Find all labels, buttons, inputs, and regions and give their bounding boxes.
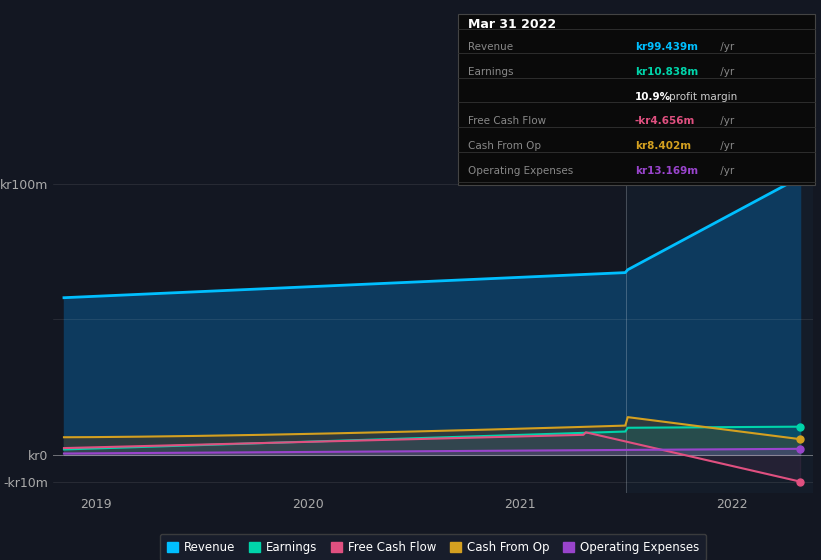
- Text: kr99.439m: kr99.439m: [635, 43, 698, 53]
- Text: /yr: /yr: [717, 166, 734, 176]
- Text: /yr: /yr: [717, 116, 734, 127]
- Text: /yr: /yr: [717, 67, 734, 77]
- Text: Mar 31 2022: Mar 31 2022: [468, 18, 556, 31]
- Text: Cash From Op: Cash From Op: [468, 141, 541, 151]
- Text: kr10.838m: kr10.838m: [635, 67, 698, 77]
- Text: Free Cash Flow: Free Cash Flow: [468, 116, 546, 127]
- Text: kr8.402m: kr8.402m: [635, 141, 690, 151]
- Legend: Revenue, Earnings, Free Cash Flow, Cash From Op, Operating Expenses: Revenue, Earnings, Free Cash Flow, Cash …: [160, 534, 706, 560]
- Text: Operating Expenses: Operating Expenses: [468, 166, 573, 176]
- Text: /yr: /yr: [717, 43, 734, 53]
- Text: profit margin: profit margin: [669, 92, 737, 102]
- Text: Earnings: Earnings: [468, 67, 513, 77]
- Text: Revenue: Revenue: [468, 43, 513, 53]
- Text: 10.9%: 10.9%: [635, 92, 671, 102]
- Text: /yr: /yr: [717, 141, 734, 151]
- Bar: [626, 157, 813, 493]
- Text: -kr4.656m: -kr4.656m: [635, 116, 695, 127]
- Text: kr13.169m: kr13.169m: [635, 166, 698, 176]
